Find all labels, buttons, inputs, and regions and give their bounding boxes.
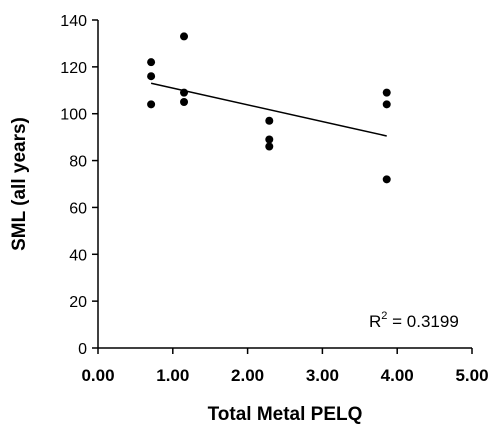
plot-layer [147,32,391,184]
x-tick-label: 3.00 [306,366,339,385]
trendline [150,82,387,137]
r-squared-superscript: 2 [381,310,387,322]
x-tick-label: 2.00 [231,366,264,385]
data-point [147,100,156,109]
labels-layer: 0 20 40 60 80 100 120 140 0.00 1.00 2.00 3.00 4.00 5.… [60,13,488,385]
x-axis-title: Total Metal PELQ [208,404,363,425]
y-tick-label: 20 [69,294,87,311]
x-tick-label: 4.00 [381,366,414,385]
r-squared-annotation: R2 = 0.3199 [369,310,459,331]
data-point [265,135,274,144]
data-point [382,100,391,109]
data-point [265,142,274,151]
data-point [147,72,156,81]
axes-layer [92,19,473,354]
y-tick-label: 60 [69,200,87,217]
data-point [180,88,189,97]
data-point [147,58,156,67]
y-tick-label: 120 [60,60,87,77]
x-tick-label: 0.00 [81,366,114,385]
data-point [180,98,189,106]
data-point [180,32,189,41]
x-tick-label: 1.00 [156,366,189,385]
y-axis-title: SML (all years) [9,117,30,251]
y-tick-label: 0 [78,341,87,358]
data-point [265,116,274,125]
y-tick-label: 80 [69,154,87,171]
data-point [382,88,391,97]
data-point [382,175,391,184]
y-tick-label: 40 [69,247,87,264]
r-squared-value: = 0.3199 [387,312,458,331]
r-squared-base: R [369,312,381,331]
y-tick-label: 140 [60,13,87,30]
y-tick-label: 100 [60,107,87,124]
x-tick-label: 5.00 [455,366,488,385]
